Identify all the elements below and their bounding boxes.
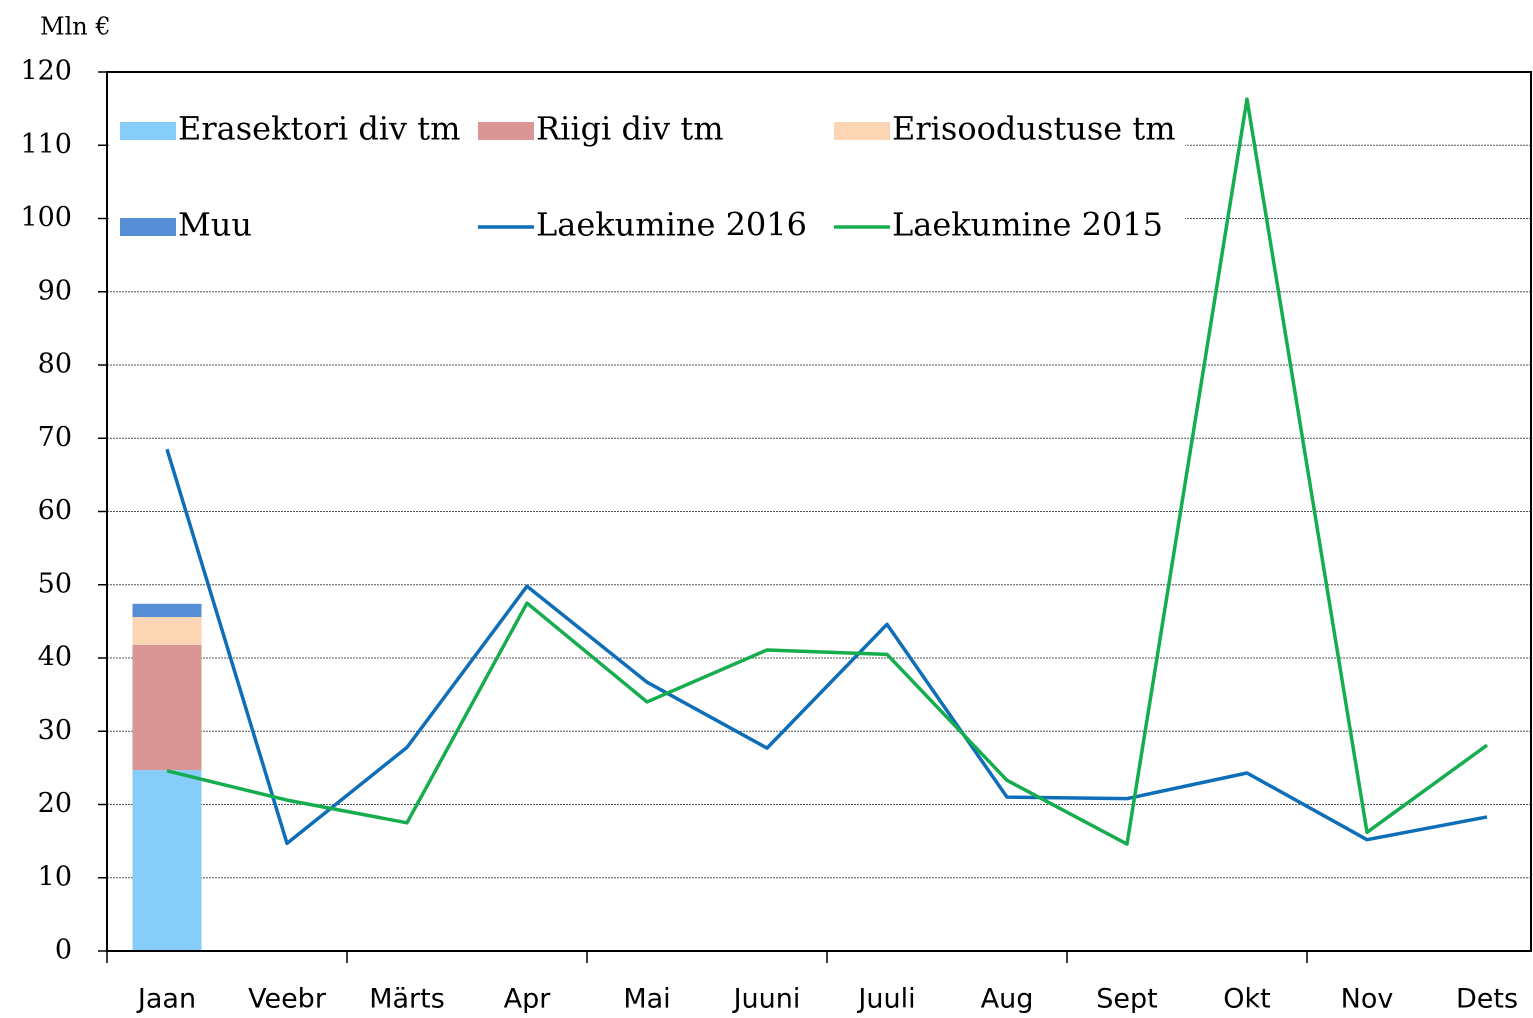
x-tick-label: Okt bbox=[1223, 984, 1270, 1015]
legend-label: Riigi div tm bbox=[536, 110, 724, 148]
y-tick-label: 110 bbox=[20, 129, 72, 160]
bar bbox=[132, 616, 202, 645]
x-tick-label: Apr bbox=[504, 984, 552, 1015]
line-series bbox=[166, 97, 1489, 846]
y-tick-label: 50 bbox=[38, 568, 72, 599]
y-tick-label: 70 bbox=[38, 422, 72, 453]
y-tick-label: 0 bbox=[55, 935, 72, 966]
legend-swatch bbox=[120, 218, 176, 236]
x-tick-label: Nov bbox=[1341, 984, 1394, 1015]
y-tick-label: 30 bbox=[38, 715, 72, 746]
x-tick-label: Märts bbox=[369, 984, 445, 1015]
legend-label: Erasektori div tm bbox=[178, 110, 460, 148]
y-tick-label: 20 bbox=[38, 788, 72, 819]
y-tick-label: 100 bbox=[20, 202, 72, 233]
line-series bbox=[165, 448, 1488, 846]
x-tick-label: Juuni bbox=[732, 984, 801, 1015]
x-tick-label: Mai bbox=[623, 984, 670, 1015]
legend-box bbox=[110, 80, 1185, 275]
legend-label: Erisoodustuse tm bbox=[892, 110, 1176, 148]
x-tick-label: Juuli bbox=[856, 984, 915, 1015]
x-tick-label: Jaan bbox=[136, 984, 196, 1015]
bar bbox=[132, 770, 202, 951]
legend-swatch bbox=[478, 122, 534, 140]
y-tick-label: 40 bbox=[38, 642, 72, 673]
y-tick-label: 60 bbox=[38, 495, 72, 526]
bar bbox=[132, 603, 202, 617]
plot-border bbox=[106, 71, 1532, 952]
legend-label: Laekumine 2015 bbox=[892, 206, 1163, 244]
y-axis-label: Mln € bbox=[40, 13, 111, 41]
legend-swatch bbox=[834, 122, 890, 140]
legend-label: Laekumine 2016 bbox=[536, 206, 807, 244]
x-tick-label: Aug bbox=[981, 984, 1034, 1015]
legend-label: Muu bbox=[178, 206, 252, 244]
bar bbox=[132, 644, 202, 771]
x-tick-label: Sept bbox=[1096, 984, 1157, 1015]
legend-swatch bbox=[120, 122, 176, 140]
x-tick-label: Dets bbox=[1456, 984, 1518, 1015]
y-tick-label: 90 bbox=[38, 275, 72, 306]
y-tick-label: 10 bbox=[38, 861, 72, 892]
y-tick-label: 120 bbox=[20, 56, 72, 87]
y-tick-label: 80 bbox=[38, 349, 72, 380]
x-tick-label: Veebr bbox=[248, 984, 327, 1015]
